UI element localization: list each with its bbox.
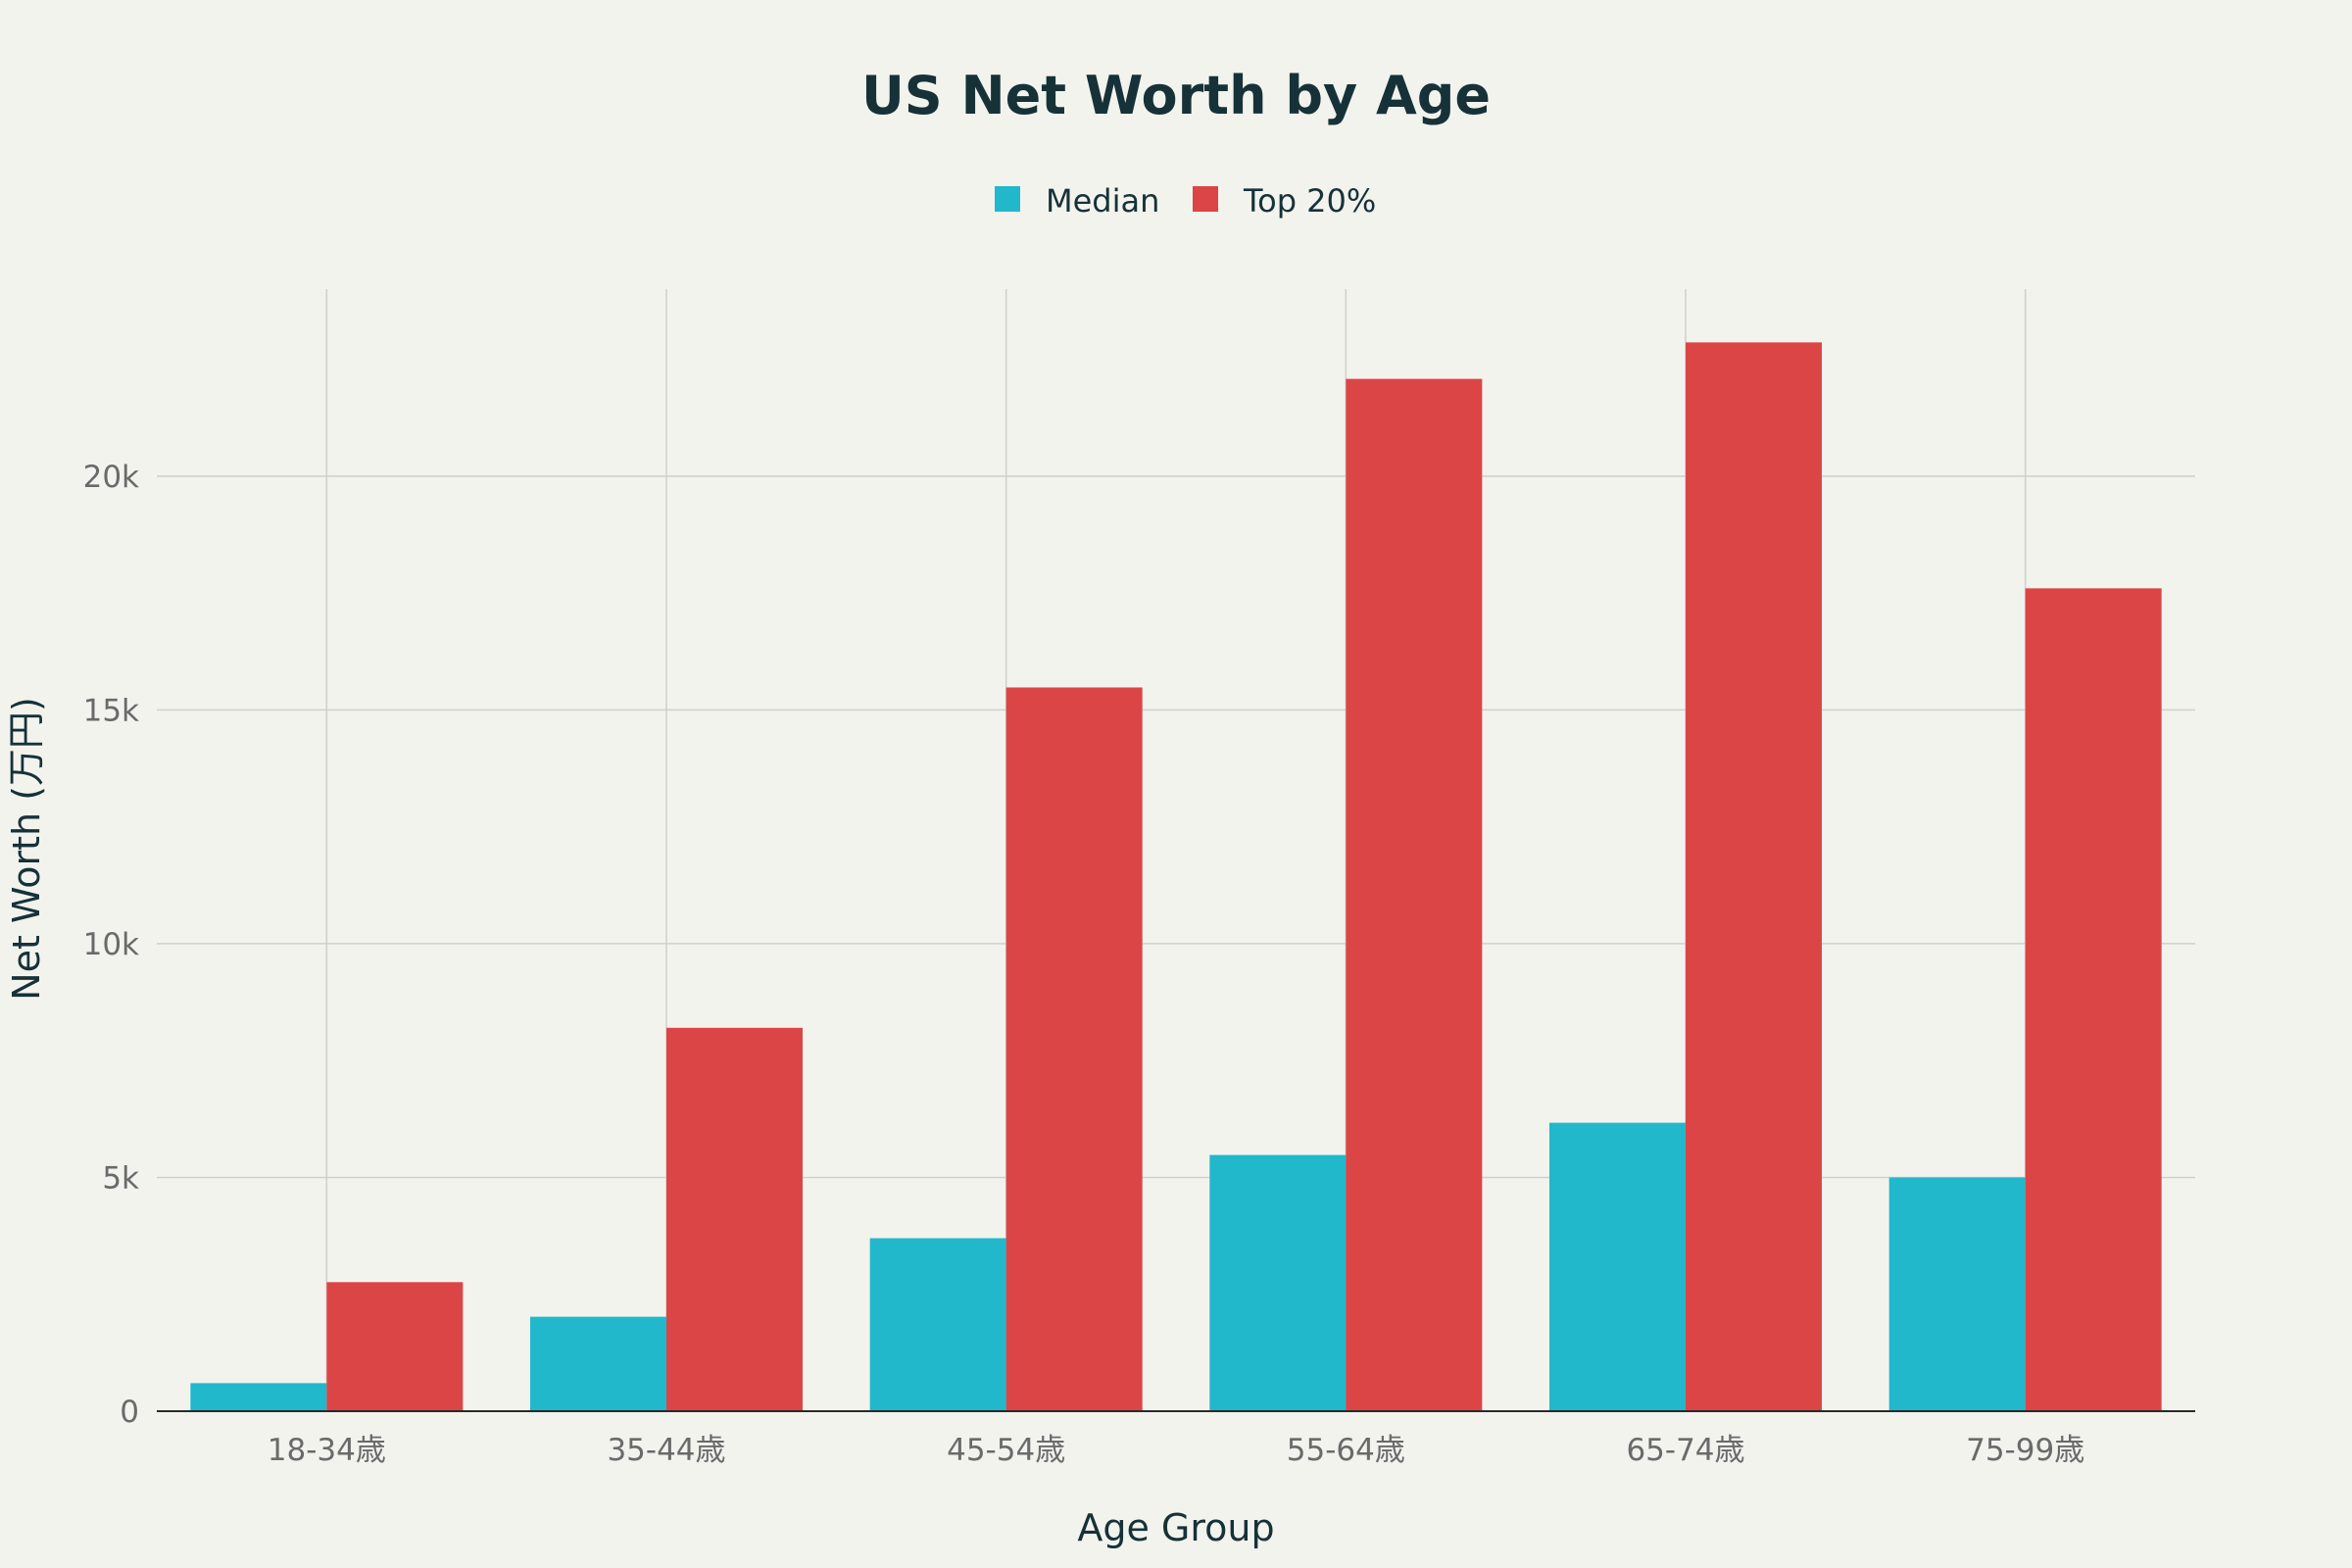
chart-title: US Net Worth by Age	[861, 65, 1491, 126]
y-axis-title: Net Worth (万円)	[5, 697, 48, 1001]
y-tick-label: 0	[120, 1395, 139, 1430]
y-tick-label: 10k	[83, 927, 139, 962]
y-tick-label: 20k	[83, 460, 139, 495]
y-axis-ticks: 0 5k 10k 15k 20k	[83, 460, 139, 1430]
legend: Median Top 20%	[995, 182, 1376, 220]
bar-median-45-54歳	[869, 1238, 1006, 1411]
x-tick-label: 45-54歳	[947, 1433, 1065, 1468]
x-tick-label: 35-44歳	[607, 1433, 725, 1468]
bar-top20-75-99歳	[2025, 588, 2162, 1411]
bar-median-35-44歳	[530, 1316, 666, 1411]
bar-median-18-34歳	[190, 1383, 327, 1411]
x-axis-title: Age Group	[1077, 1506, 1274, 1549]
bar-top20-55-64歳	[1346, 378, 1483, 1412]
x-tick-label: 18-34歳	[268, 1433, 386, 1468]
bar-median-65-74歳	[1549, 1122, 1686, 1411]
y-tick-label: 5k	[102, 1160, 139, 1196]
legend-label-top20: Top 20%	[1243, 182, 1376, 220]
bar-median-75-99歳	[1888, 1177, 2026, 1411]
legend-swatch-top20	[1193, 186, 1218, 212]
x-tick-label: 75-99歳	[1966, 1433, 2084, 1468]
legend-label-median: Median	[1046, 182, 1159, 220]
bars	[190, 342, 2162, 1412]
bar-top20-45-54歳	[1005, 687, 1143, 1411]
bar-top20-35-44歳	[666, 1027, 803, 1411]
bar-median-55-64歳	[1209, 1154, 1347, 1411]
x-axis-ticks: 18-34歳 35-44歳 45-54歳 55-64歳 65-74歳 75-99歳	[268, 1433, 2084, 1468]
bar-top20-18-34歳	[326, 1282, 464, 1411]
legend-swatch-median	[995, 186, 1020, 212]
x-tick-label: 65-74歳	[1626, 1433, 1744, 1468]
bar-top20-65-74歳	[1686, 342, 1822, 1412]
y-tick-label: 15k	[83, 693, 139, 728]
x-tick-label: 55-64歳	[1287, 1433, 1405, 1468]
